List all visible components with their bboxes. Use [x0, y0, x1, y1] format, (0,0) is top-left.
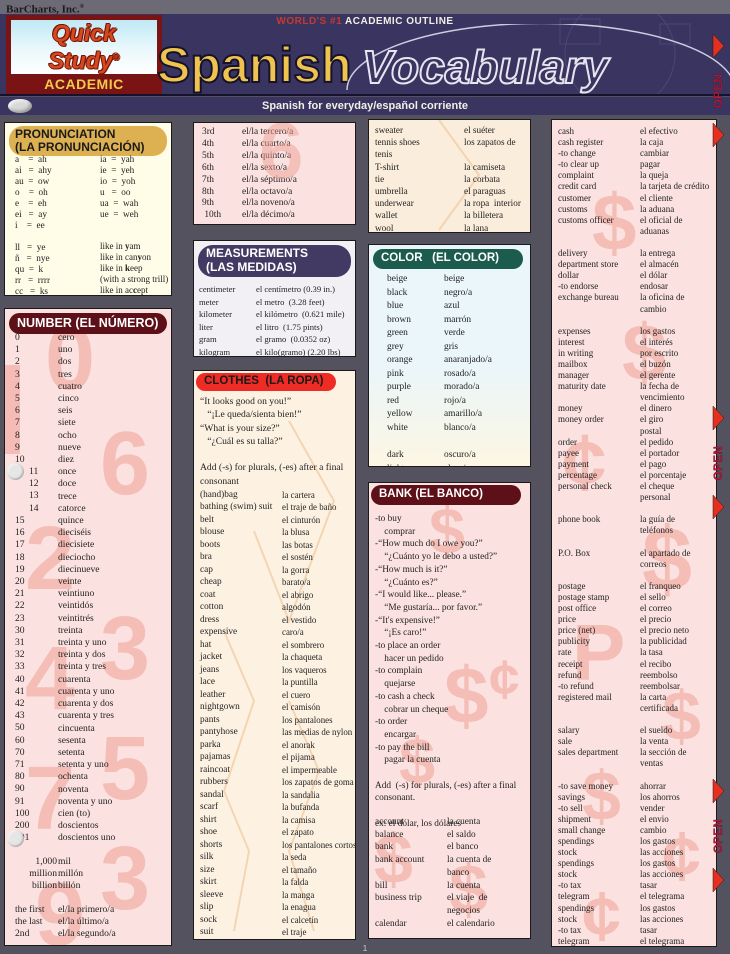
svg-text:OPEN: OPEN	[713, 819, 725, 854]
svg-text:6: 6	[259, 123, 304, 195]
svg-text:OPEN: OPEN	[713, 446, 725, 481]
svg-text:OPEN: OPEN	[713, 74, 725, 109]
